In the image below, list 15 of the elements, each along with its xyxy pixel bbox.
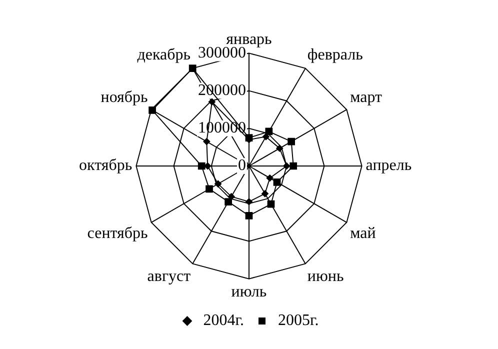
spoke-label: август [147, 268, 191, 285]
spoke-label: февраль [307, 46, 363, 64]
y-tick-label: 300000 [198, 44, 246, 62]
spoke-label: сентябрь [87, 225, 148, 242]
spoke-label: май [350, 225, 376, 242]
legend-label: 2005г. [278, 312, 319, 330]
spoke-label: июль [231, 284, 267, 301]
spoke-label: март [350, 89, 382, 106]
spoke-label: апрель [366, 157, 412, 174]
spoke-label: декабрь [137, 46, 191, 64]
y-tick-label: 0 [238, 157, 246, 174]
spoke-label: июнь [307, 268, 344, 285]
legend-label: 2004г. [203, 312, 244, 330]
spoke-label: ноябрь [100, 89, 148, 106]
spoke-label: октябрь [79, 157, 132, 174]
